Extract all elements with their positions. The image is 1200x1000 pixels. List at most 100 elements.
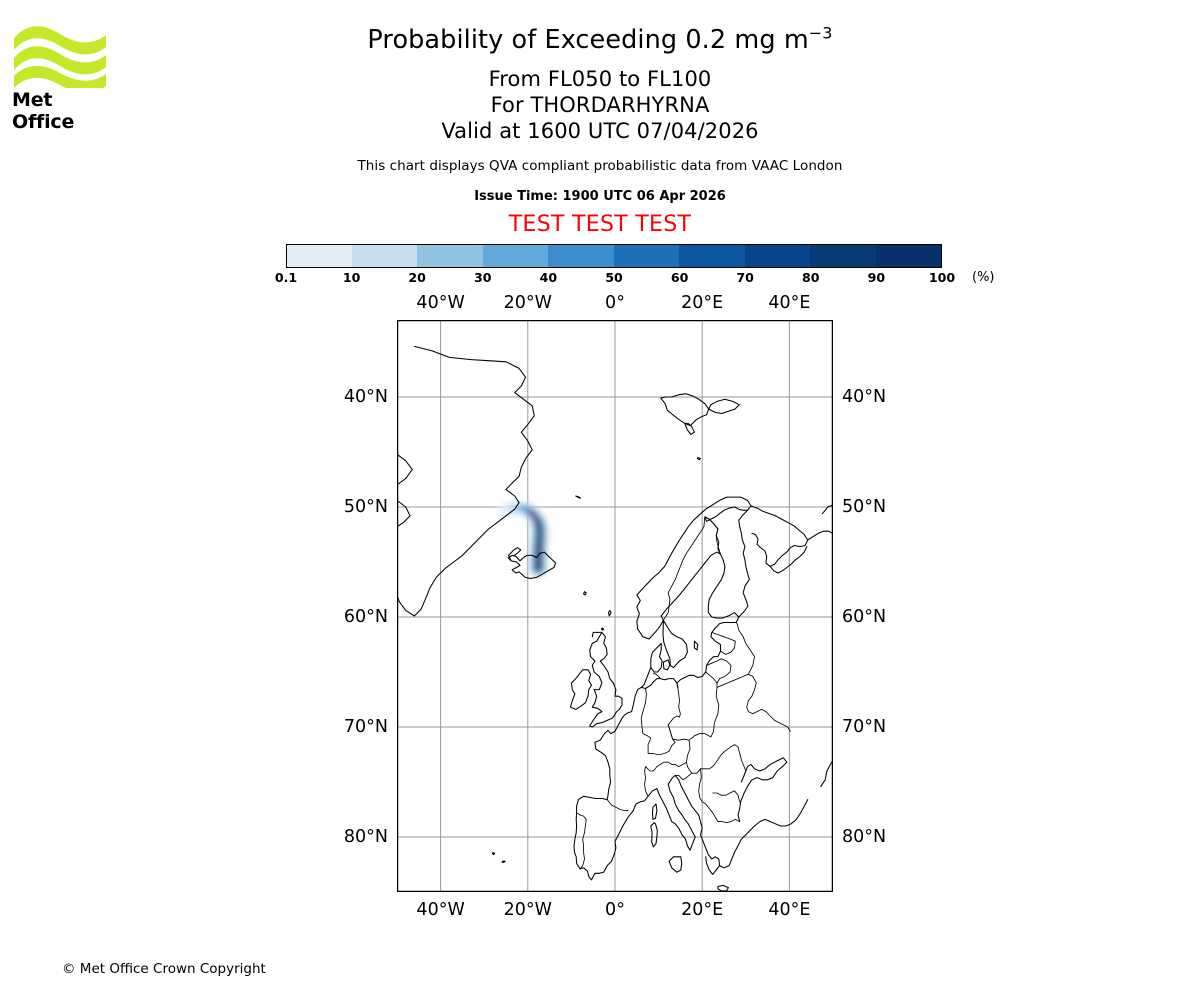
test-banner: TEST TEST TEST — [508, 211, 692, 237]
lon-label-bottom-0°: 0° — [605, 900, 625, 920]
logo-wave-1 — [14, 26, 106, 55]
coastline-svalbard-s — [684, 422, 695, 435]
border-germany-denmark — [652, 672, 661, 680]
page-title: Probability of Exceeding 0.2 mg m−3 — [0, 0, 1200, 54]
plume-cell-10 — [517, 504, 525, 512]
coastline-netherlands-france — [594, 686, 642, 801]
met-office-logo-text: Met Office — [12, 89, 75, 133]
lon-label-top-20°W: 20°W — [503, 293, 552, 313]
coastline-france-med — [632, 788, 691, 851]
met-office-logo: Met Office — [12, 22, 108, 133]
colorbar-tick-80: 80 — [802, 270, 820, 285]
colorbar-tick-20: 20 — [408, 270, 426, 285]
colorbar-tick-100: 100 — [928, 270, 956, 285]
lat-label-left-40°N: 40°N — [343, 387, 388, 407]
coastline-kola-white-sea — [750, 505, 809, 567]
coastline-svalbard-w — [660, 393, 710, 427]
border-lith-border — [705, 658, 732, 684]
lon-label-top-40°E: 40°E — [768, 293, 811, 313]
coastline-caspian-azov — [820, 759, 833, 787]
colorbar-tick-90: 90 — [867, 270, 886, 285]
colorbar-segment-1 — [351, 245, 417, 267]
colorbar-tick-50: 50 — [605, 270, 623, 285]
coastline-sicily — [668, 856, 683, 873]
lon-label-bottom-40°E: 40°E — [768, 900, 811, 920]
forecast-map — [397, 320, 833, 892]
border-alps-slo — [674, 772, 693, 781]
colorbar-tick-10: 10 — [342, 270, 361, 285]
lat-label-left-70°N: 70°N — [343, 717, 388, 737]
lon-label-bottom-20°E: 20°E — [681, 900, 724, 920]
coastline-azores-hint2 — [501, 860, 506, 863]
colorbar-segment-6 — [679, 245, 745, 267]
lat-label-right-70°N: 70°N — [842, 717, 887, 737]
coastline-svalbard-ne — [708, 398, 740, 415]
lon-label-top-0°: 0° — [605, 293, 625, 313]
issue-time: Issue Time: 1900 UTC 06 Apr 2026 — [474, 188, 726, 204]
coastline-sardinia — [650, 822, 658, 848]
coastline-azores-hint — [491, 851, 496, 856]
coastline-greenland-nw — [397, 499, 411, 528]
valid-time-subtitle: Valid at 1600 UTC 07/04/2026 — [441, 119, 759, 144]
logo-wave-2 — [14, 46, 106, 75]
lon-label-top-20°E: 20°E — [681, 293, 724, 313]
border-ukraine-belarus — [716, 673, 791, 732]
coastlines-layer — [397, 345, 833, 892]
page-title-text: Probability of Exceeding 0.2 mg m — [367, 25, 809, 55]
map-canvas — [397, 320, 833, 892]
colorbar-segment-0 — [287, 245, 352, 267]
border-france-italy — [644, 761, 687, 797]
copyright-notice: © Met Office Crown Copyright — [62, 961, 266, 977]
lat-label-right-40°N: 40°N — [842, 387, 887, 407]
volcano-subtitle: For THORDARHYRNA — [490, 92, 710, 117]
border-iberia-border — [576, 812, 587, 870]
lat-label-right-60°N: 60°N — [842, 607, 887, 627]
coastline-denmark-zealand — [662, 659, 671, 671]
colorbar-tick-60: 60 — [670, 270, 689, 285]
coastline-bothnia-sweden — [660, 551, 740, 688]
coastline-ireland — [569, 669, 593, 710]
border-hungary-balkans — [686, 739, 747, 776]
coastline-novaya-hint — [821, 504, 833, 515]
coastline-britain-east — [589, 631, 623, 728]
colorbar-tick-40: 40 — [539, 270, 558, 285]
colorbar-segment-8 — [810, 245, 876, 267]
colorbar-segment-4 — [548, 245, 614, 267]
map-gridlines — [397, 320, 833, 892]
coastline-russia-arctic — [807, 530, 833, 541]
colorbar-segment-5 — [613, 245, 679, 267]
lat-label-left-50°N: 50°N — [343, 497, 388, 517]
met-office-wave-icon — [14, 26, 106, 88]
border-baltic-states — [711, 631, 736, 655]
colorbar-segment-2 — [417, 245, 483, 267]
lat-label-right-80°N: 80°N — [842, 827, 887, 847]
border-france-iberia — [606, 799, 629, 812]
coastline-onega — [769, 546, 808, 574]
lon-label-top-40°W: 40°W — [416, 293, 465, 313]
map-border — [397, 320, 833, 892]
colorbar-segment-9 — [875, 245, 941, 267]
plume-cell-13 — [501, 507, 509, 514]
title-block: Probability of Exceeding 0.2 mg m−3 From… — [0, 0, 1200, 237]
coastline-balt-gotland — [693, 640, 699, 651]
border-sweden-norway-border — [662, 516, 706, 621]
border-romania-bulgaria — [712, 790, 741, 803]
coastline-greece-turkey — [719, 799, 809, 869]
coastline-iceland-nw — [508, 547, 522, 562]
coastline-greenland-nw2 — [397, 453, 413, 486]
colorbar-units-label: (%) — [972, 270, 995, 285]
border-sweden-finland-border — [704, 516, 721, 555]
coastline-shetland — [607, 609, 612, 617]
coastline-black-sea-north — [737, 757, 788, 823]
coastline-finland-russia — [738, 509, 750, 618]
border-balkan-inner — [698, 768, 741, 824]
coastline-italy-adriatic — [667, 774, 721, 875]
coastline-denmark-jutland — [650, 642, 663, 673]
qva-note: This chart displays QVA compliant probab… — [357, 157, 843, 174]
coastline-jan-mayen — [575, 495, 582, 499]
coastline-faroe — [583, 591, 587, 596]
coastline-germany-poland-coast — [640, 667, 679, 690]
colorbar-segment-7 — [744, 245, 810, 267]
probability-colorbar: 0.1 10 20 30 40 50 60 70 80 90 100 — [275, 244, 955, 285]
coastline-sweden-baltic — [662, 619, 688, 669]
